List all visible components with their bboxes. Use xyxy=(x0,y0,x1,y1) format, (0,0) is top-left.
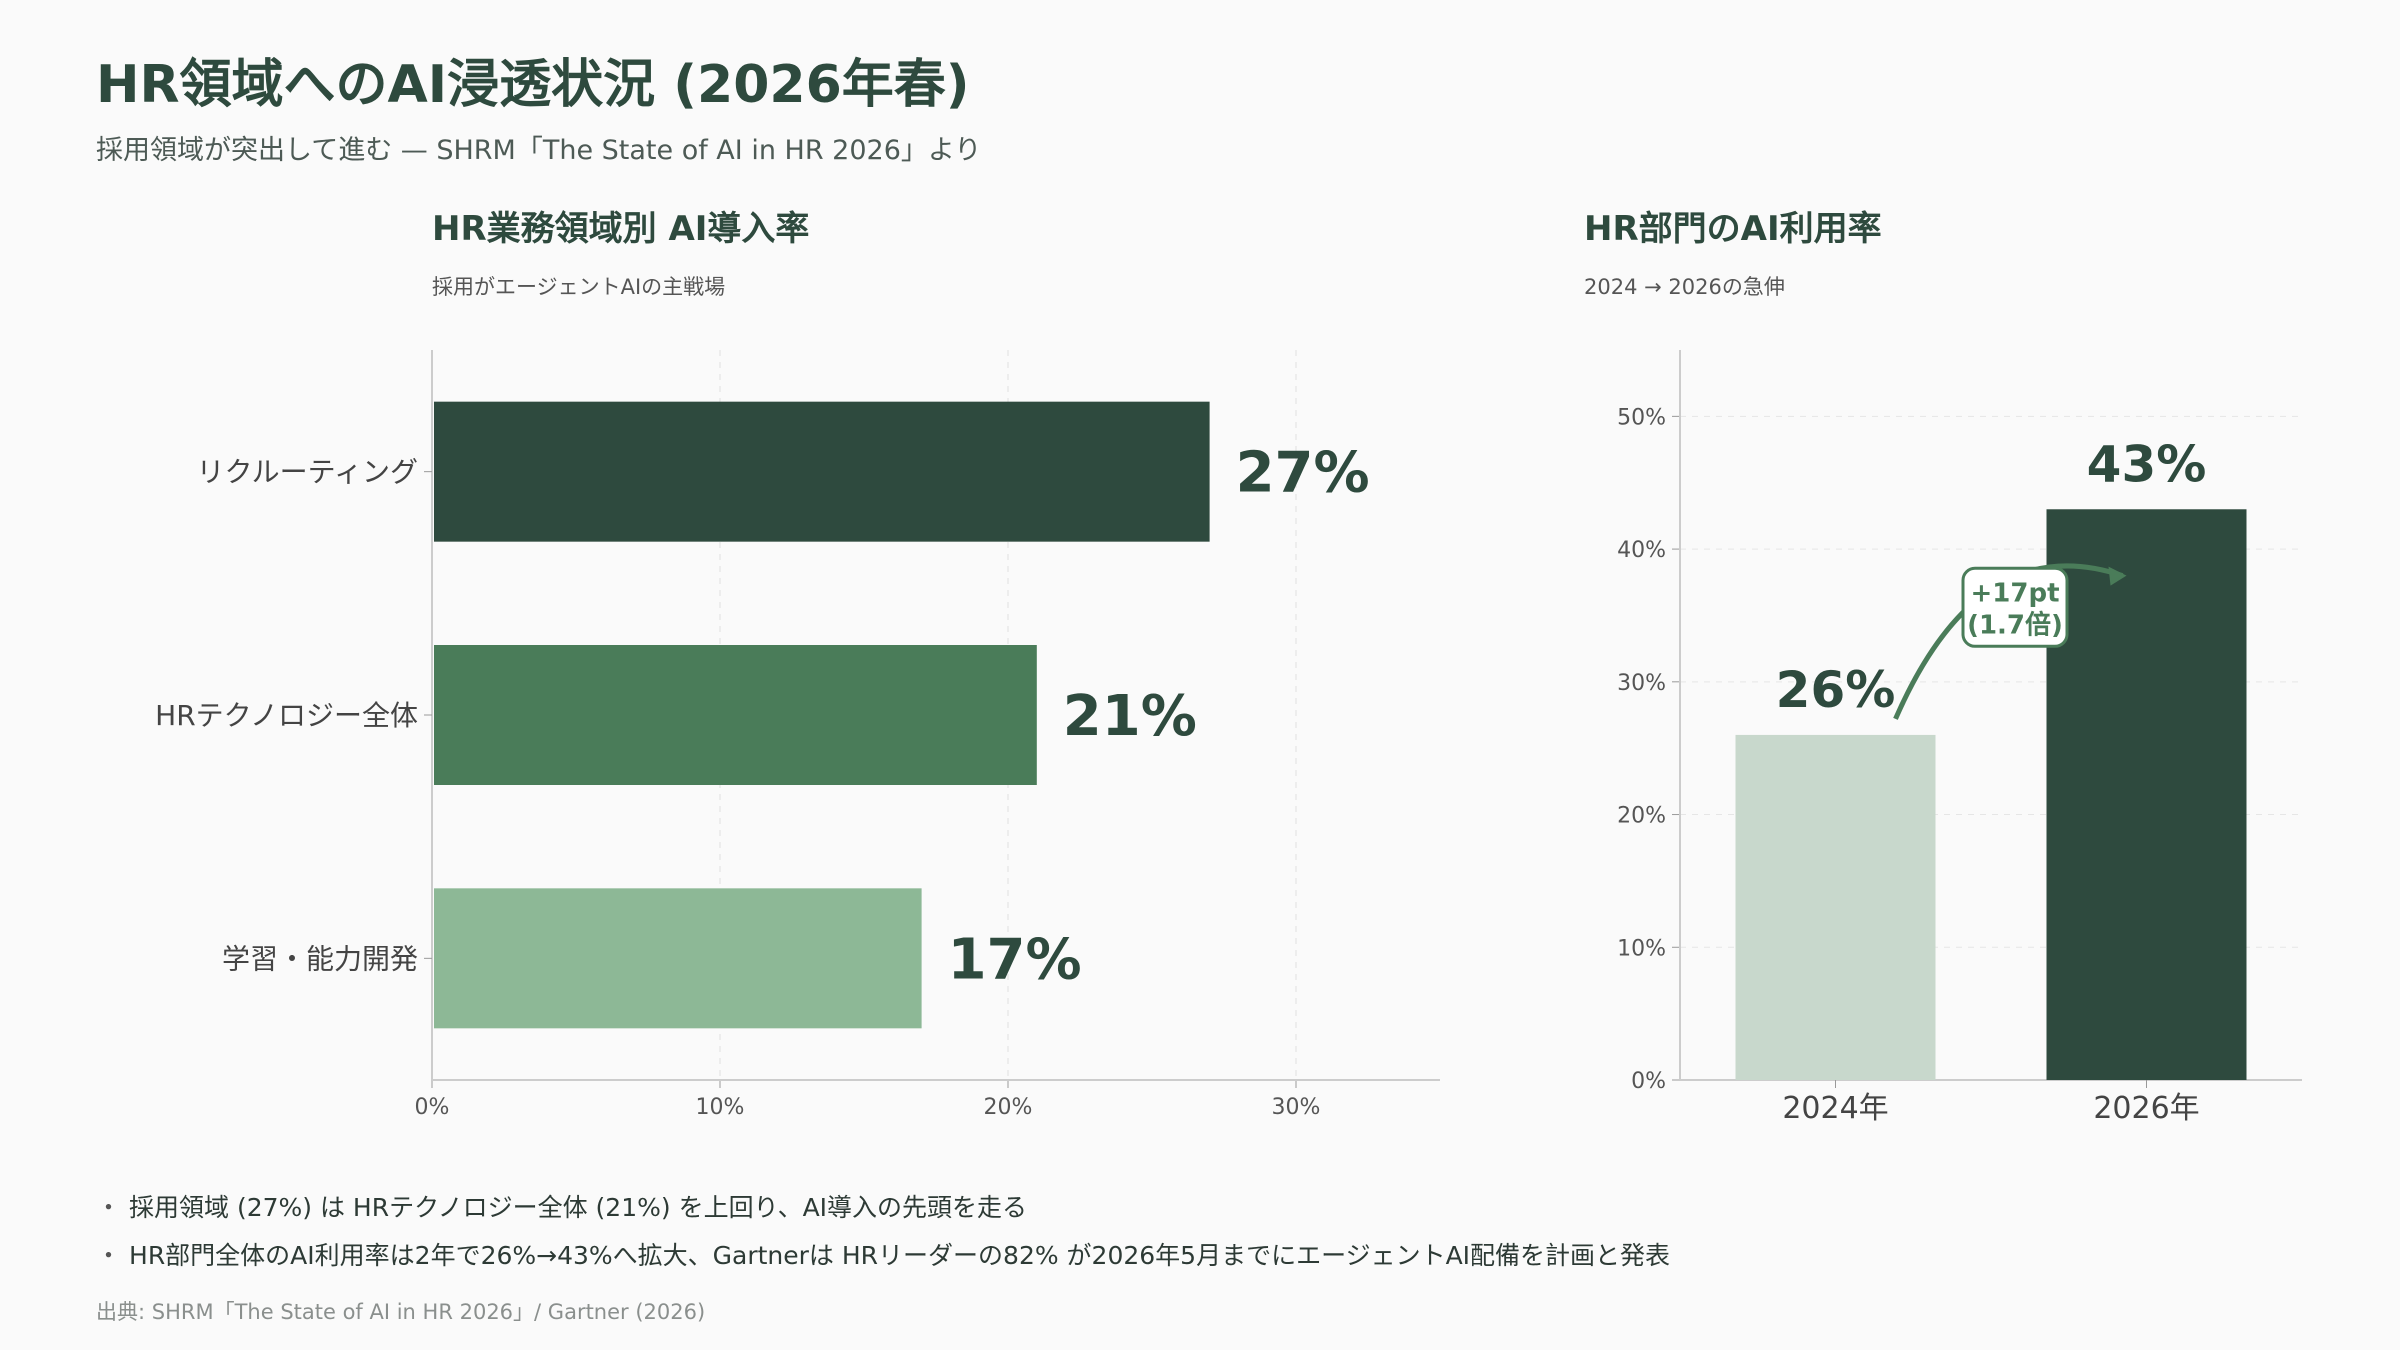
data-label: 17% xyxy=(948,927,1082,992)
x-tick-label: 0% xyxy=(415,1095,450,1120)
category-label: 2026年 xyxy=(2093,1091,2199,1126)
category-label: 学習・能力開発 xyxy=(222,942,418,975)
note-item: ・ HR部門全体のAI利用率は2年で26%→43%へ拡大、Gartnerは HRリ… xyxy=(96,1236,1670,1284)
x-tick-label: 30% xyxy=(1272,1095,1321,1120)
category-label: 2024年 xyxy=(1782,1091,1888,1126)
note-bullet: ・ xyxy=(96,1193,122,1222)
data-label: 27% xyxy=(1236,441,1370,506)
annotation-box xyxy=(1961,566,2069,648)
data-label: 26% xyxy=(1776,661,1896,719)
y-tick-label: 0% xyxy=(1631,1069,1666,1094)
y-tick-label: 10% xyxy=(1617,936,1666,961)
annotation-label: (1.7倍) xyxy=(1967,609,2063,640)
page-title: HR領域へのAI浸透状況 (2026年春) xyxy=(96,55,970,115)
arrow-head xyxy=(2108,566,2127,586)
y-tick-label: 20% xyxy=(1617,804,1666,829)
page-subtitle: 採用領域が突出して進む — SHRM「The State of AI in HR… xyxy=(96,135,982,166)
bar xyxy=(434,401,1210,542)
x-tick-label: 20% xyxy=(984,1095,1033,1120)
chart-title: HR業務領域別 AI導入率 xyxy=(432,209,809,249)
bar xyxy=(434,888,922,1029)
source-citation: 出典: SHRM「The State of AI in HR 2026」/ Ga… xyxy=(96,1300,706,1324)
chart-hr-ai-usage: HR部門のAI利用率 2024 → 2026の急伸 0% 10% 20% 30% 40% 50… xyxy=(1584,209,2302,1126)
chart-subtitle: 採用がエージェントAIの主戦場 xyxy=(432,275,725,299)
note-item: ・採用領域 (27%) は HRテクノロジー全体 (21%) を上回り、AI導入… xyxy=(96,1188,1670,1236)
bar xyxy=(434,645,1037,785)
note-bullet: ・ xyxy=(96,1241,122,1270)
y-tick-label: 40% xyxy=(1617,538,1666,563)
chart-title: HR部門のAI利用率 xyxy=(1584,209,1882,249)
bar xyxy=(2046,509,2247,1081)
x-tick-label: 10% xyxy=(696,1095,745,1120)
data-label: 43% xyxy=(2087,435,2207,493)
notes: ・採用領域 (27%) は HRテクノロジー全体 (21%) を上回り、AI導入… xyxy=(96,1188,1670,1284)
y-tick-label: 30% xyxy=(1617,671,1666,696)
bar xyxy=(1735,734,1936,1080)
category-label: リクルーティング xyxy=(197,456,418,489)
y-tick-label: 50% xyxy=(1617,405,1666,430)
data-label: 21% xyxy=(1063,684,1197,749)
annotation-label: +17pt xyxy=(1970,578,2059,608)
note-text: HR部門全体のAI利用率は2年で26%→43%へ拡大、Gartnerは HRリー… xyxy=(129,1241,1671,1270)
chart-subtitle: 2024 → 2026の急伸 xyxy=(1584,275,1785,299)
note-text: 採用領域 (27%) は HRテクノロジー全体 (21%) を上回り、AI導入の… xyxy=(129,1193,1028,1222)
category-label: HRテクノロジー全体 xyxy=(155,699,418,732)
